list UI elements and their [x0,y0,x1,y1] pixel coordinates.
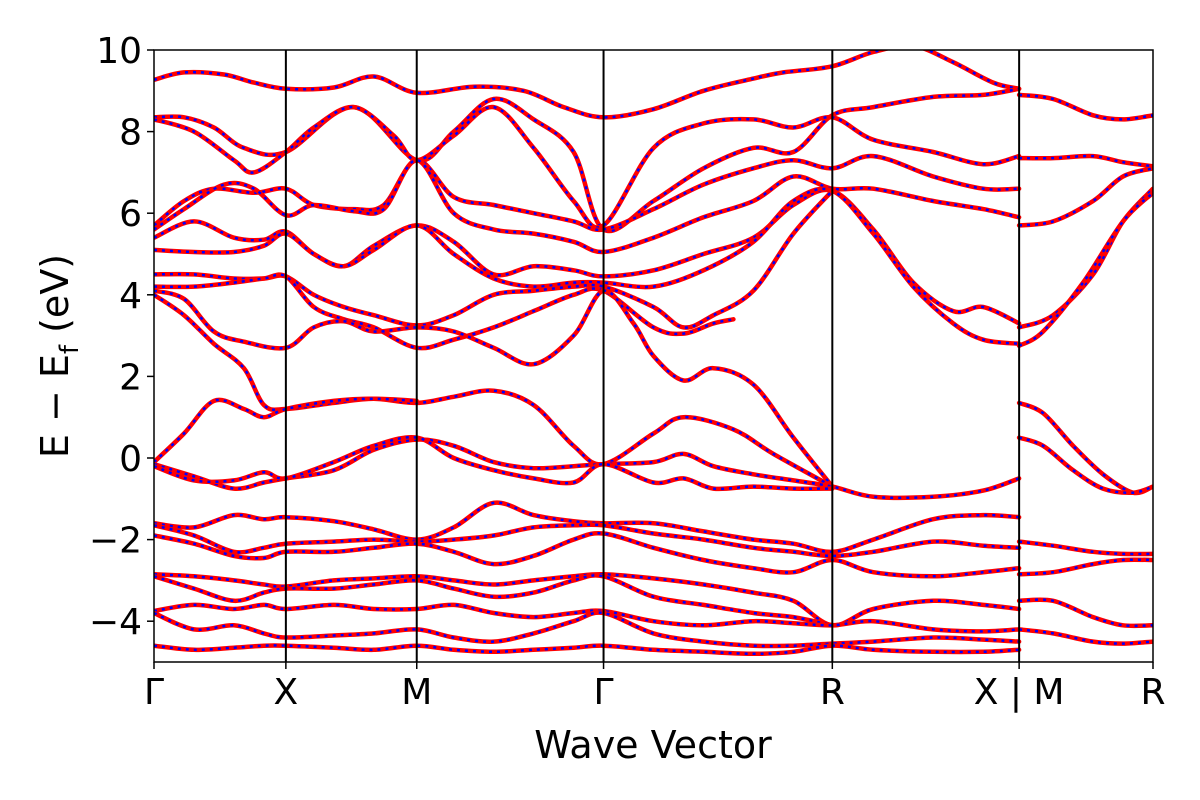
band-overlay-18 [154,572,1020,627]
band-line-5 [154,157,1022,255]
band-line-4 [154,153,1022,233]
y-tick-label-3: 0 [119,439,142,480]
y-tick-label-8: 10 [96,31,142,72]
band-line-31 [1016,557,1153,577]
x-tick-label-7: R [1140,672,1165,713]
band-overlay-17 [154,531,1020,578]
x-axis-ticks: Γ X M Γ R X | M R [144,662,1166,713]
y-tick-label-5: 4 [119,276,142,317]
band-overlay-9 [154,273,734,350]
band-overlay-27 [1018,191,1153,347]
band-overlay-29 [1018,436,1153,495]
x-tick-label-4: Γ [594,672,614,713]
band-overlay-20 [154,603,1020,633]
y-tick-label-6: 6 [119,194,142,235]
high-symmetry-lines [284,50,1021,662]
band-overlay-14 [154,435,833,491]
band-overlay-2 [154,87,1020,233]
x-tick-label-1: Γ [144,672,164,713]
band-overlay-6 [154,188,1020,325]
band-line-29 [1016,435,1153,496]
x-tick-label-5: R [820,672,845,713]
band-overlay-22 [154,644,1020,656]
band-overlay-21 [154,611,1020,648]
y-axis-label: E − Ef (eV) [33,254,85,458]
band-line-13 [154,437,1022,501]
band-overlay-10 [154,289,834,488]
band-overlay-13 [154,438,1020,500]
band-overlay-3 [154,105,1020,229]
band-overlay-12 [154,397,417,464]
y-axis-ticks: −4 −2 0 2 4 6 8 10 [89,31,154,643]
band-overlay-16 [154,523,1020,558]
band-overlay-19 [154,574,833,627]
band-overlay-30 [1018,540,1153,556]
x-tick-label-6: X | M [974,672,1065,713]
band-line-30 [1016,539,1153,557]
band-overlay-33 [1018,628,1153,645]
band-line-17 [154,530,1022,579]
y-tick-label-7: 8 [119,113,142,154]
y-axis-label-subscript: f [55,344,85,354]
band-overlay-7 [154,187,1020,346]
band-line-23 [1016,92,1153,122]
band-overlay-15 [154,501,1020,554]
band-lines [154,50,1153,657]
y-tick-label-1: −4 [89,602,142,643]
y-axis-label-main: E − E [33,354,77,458]
y-axis-label-unit: (eV) [33,254,77,345]
x-tick-label-3: M [401,672,432,713]
band-line-3 [154,104,1022,230]
x-axis-label: Wave Vector [534,723,772,767]
y-tick-label-2: −2 [89,521,142,562]
band-line-33 [1016,627,1153,646]
band-overlay-5 [154,158,1020,254]
band-overlay-25 [1018,167,1153,227]
band-line-25 [1016,166,1153,228]
x-tick-label-2: X [274,672,299,713]
band-overlay-1 [154,50,1020,119]
band-overlay-24 [1019,154,1153,168]
band-line-32 [1016,597,1153,629]
band-line-1 [154,50,1022,120]
plot-frame [153,49,1154,663]
band-line-21 [154,610,1022,649]
band-overlay-31 [1019,558,1153,576]
band-line-11 [154,292,835,489]
y-tick-label-4: 2 [119,357,142,398]
